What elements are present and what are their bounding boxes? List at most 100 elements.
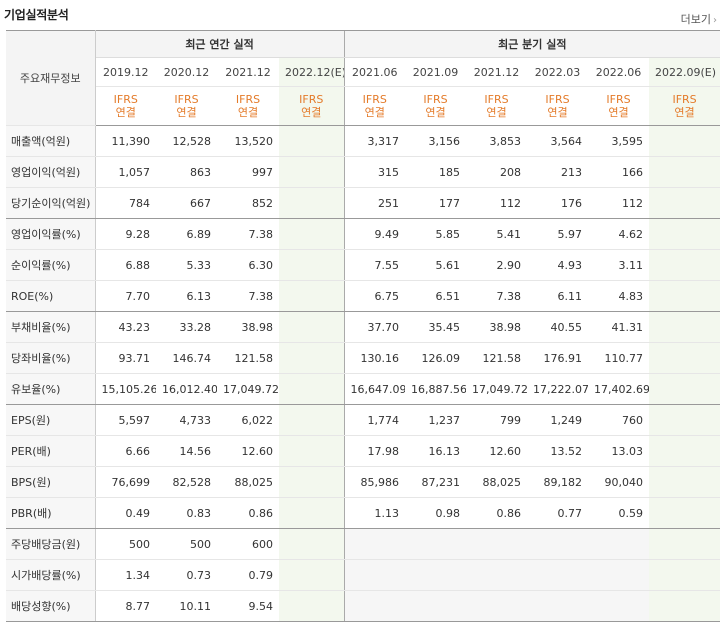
ifrs-label: IFRS — [113, 93, 138, 106]
quarter-value-cell — [649, 559, 721, 591]
ifrs-label: IFRS — [484, 93, 509, 106]
quarter-value-cell — [405, 559, 467, 591]
table-row: PBR(배) 0.49 0.83 0.86 1.13 0.98 0.86 0.77 0.59 — [6, 497, 721, 529]
annual-value-cell: 500 — [95, 528, 156, 560]
more-label[interactable]: 더보기 — [680, 13, 711, 26]
table-row: 순이익률(%) 6.88 5.33 6.30 7.55 5.61 2.90 4.93 3.11 — [6, 249, 721, 281]
quarter-value-cell: 126.09 — [405, 342, 467, 374]
annual-value-cell — [279, 218, 345, 250]
row-label: 당기순이익(억원) — [6, 187, 96, 219]
annual-value-cell: 7.70 — [95, 280, 156, 312]
quarter-value-cell: 1,237 — [405, 404, 467, 436]
annual-value-cell — [279, 590, 345, 622]
quarter-value-cell — [649, 280, 721, 312]
quarter-period-header: 2021.12 — [466, 57, 528, 87]
annual-value-cell: 667 — [156, 187, 217, 219]
ifrs-badge: IFRS 연결 — [405, 86, 467, 126]
table-row: 시가배당률(%) 1.34 0.73 0.79 — [6, 559, 721, 591]
annual-value-cell: 6.89 — [156, 218, 217, 250]
ifrs-label: IFRS — [606, 93, 631, 106]
annual-value-cell: 12,528 — [156, 125, 217, 157]
quarter-value-cell — [527, 590, 589, 622]
quarter-value-cell: 3,564 — [527, 125, 589, 157]
quarter-value-cell: 6.51 — [405, 280, 467, 312]
annual-value-cell — [279, 466, 345, 498]
ifrs-consolidated-label: 연결 — [547, 106, 568, 119]
quarter-value-cell: 1.13 — [343, 497, 406, 529]
quarter-period-header: 2022.03 — [527, 57, 589, 87]
quarter-value-cell: 130.16 — [343, 342, 406, 374]
quarter-value-cell: 38.98 — [466, 311, 528, 343]
annual-value-cell: 600 — [217, 528, 279, 560]
ifrs-consolidated-label: 연결 — [425, 106, 446, 119]
more-link[interactable]: 더보기 › — [681, 11, 717, 27]
annual-value-cell: 13,520 — [217, 125, 279, 157]
annual-value-cell: 121.58 — [217, 342, 279, 374]
quarter-value-cell — [527, 559, 589, 591]
table-row: 영업이익(억원) 1,057 863 997 315 185 208 213 166 — [6, 156, 721, 188]
quarter-value-cell — [466, 590, 528, 622]
quarter-value-cell: 176 — [527, 187, 589, 219]
ifrs-consolidated-label: 연결 — [115, 106, 136, 119]
ifrs-label: IFRS — [235, 93, 261, 106]
annual-value-cell: 1.34 — [95, 559, 156, 591]
table-row: 당좌비율(%) 93.71 146.74 121.58 130.16 126.09 121.… — [6, 342, 721, 374]
ifrs-badge: IFRS 연결 — [279, 86, 345, 126]
row-label: 순이익률(%) — [6, 249, 96, 281]
ifrs-consolidated-label: 연결 — [674, 106, 695, 119]
quarter-value-cell — [343, 590, 406, 622]
quarter-value-cell — [649, 528, 721, 560]
annual-value-cell — [279, 249, 345, 281]
annual-value-cell: 852 — [217, 187, 279, 219]
annual-value-cell — [279, 280, 345, 312]
row-label: 영업이익률(%) — [6, 218, 96, 250]
quarter-value-cell: 3,595 — [588, 125, 650, 157]
quarter-value-cell: 3,853 — [466, 125, 528, 157]
ifrs-label: IFRS — [545, 93, 570, 106]
table-row: 배당성향(%) 8.77 10.11 9.54 — [6, 590, 721, 622]
quarter-value-cell: 35.45 — [405, 311, 467, 343]
quarter-value-cell — [588, 590, 650, 622]
annual-value-cell — [279, 125, 345, 157]
quarter-value-cell: 4.83 — [588, 280, 650, 312]
quarter-value-cell — [588, 559, 650, 591]
annual-value-cell: 0.73 — [156, 559, 217, 591]
table-row: EPS(원) 5,597 4,733 6,022 1,774 1,237 799 1,249 7… — [6, 404, 721, 436]
quarter-value-cell: 89,182 — [527, 466, 589, 498]
quarter-value-cell: 121.58 — [466, 342, 528, 374]
annual-value-cell — [279, 342, 345, 374]
ifrs-label: IFRS — [362, 93, 387, 106]
table-row: ROE(%) 7.70 6.13 7.38 6.75 6.51 7.38 6.11 4.83 — [6, 280, 721, 312]
annual-value-cell: 17,049.72 — [217, 373, 279, 405]
annual-value-cell: 1,057 — [95, 156, 156, 188]
quarter-value-cell — [588, 528, 650, 560]
annual-value-cell: 9.28 — [95, 218, 156, 250]
row-label: BPS(원) — [6, 466, 96, 498]
ifrs-label: IFRS — [174, 93, 199, 106]
annual-value-cell: 6.30 — [217, 249, 279, 281]
arrow-right-icon: › — [713, 15, 717, 26]
table-row: 부채비율(%) 43.23 33.28 38.98 37.70 35.45 38.98 40.… — [6, 311, 721, 343]
annual-value-cell: 7.38 — [217, 280, 279, 312]
table-row: 유보율(%) 15,105.26 16,012.40 17,049.72 16,647.… — [6, 373, 721, 405]
quarter-value-cell: 5.97 — [527, 218, 589, 250]
financial-table: 주요재무정보 최근 연간 실적 최근 분기 실적 2019.12 2020.12 2… — [6, 30, 721, 622]
quarter-value-cell: 7.38 — [466, 280, 528, 312]
quarter-period-header: 2022.06 — [588, 57, 650, 87]
ifrs-badge: IFRS 연결 — [217, 86, 279, 126]
annual-period-header: 2022.12(E) — [279, 57, 345, 87]
quarter-value-cell — [649, 342, 721, 374]
annual-value-cell: 0.86 — [217, 497, 279, 529]
quarter-value-cell: 4.62 — [588, 218, 650, 250]
quarter-value-cell: 112 — [588, 187, 650, 219]
row-label: 주당배당금(원) — [6, 528, 96, 560]
quarter-value-cell: 315 — [343, 156, 406, 188]
quarter-value-cell — [343, 559, 406, 591]
row-label: 매출액(억원) — [6, 125, 96, 157]
annual-value-cell: 93.71 — [95, 342, 156, 374]
annual-value-cell: 784 — [95, 187, 156, 219]
quarter-value-cell: 0.59 — [588, 497, 650, 529]
quarter-value-cell — [649, 404, 721, 436]
annual-value-cell: 6,022 — [217, 404, 279, 436]
ifrs-label: IFRS — [672, 93, 697, 106]
